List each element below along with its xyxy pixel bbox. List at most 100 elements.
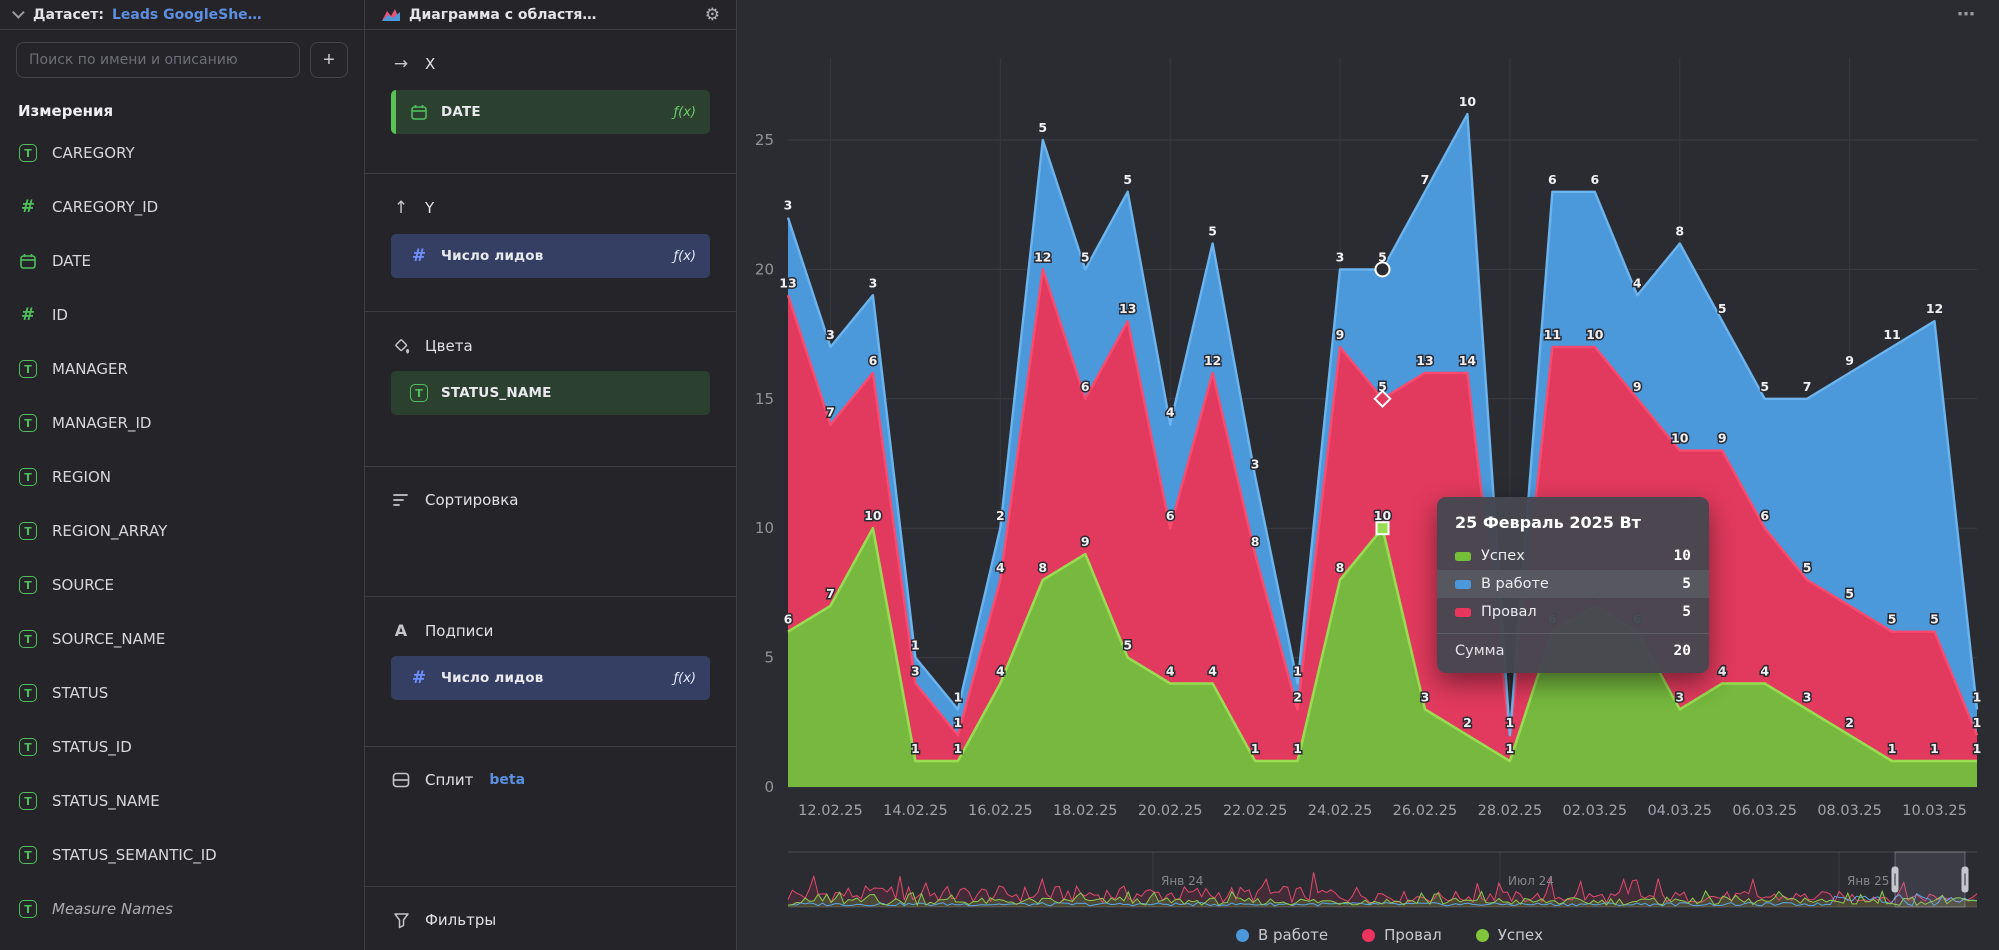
add-field-button[interactable]: +: [310, 42, 348, 78]
area-chart[interactable]: 3136377361013111124451285695135464512438…: [737, 0, 1999, 950]
svg-text:7: 7: [826, 586, 835, 601]
search-row: +: [16, 42, 348, 78]
section-label: Фильтры: [425, 911, 497, 929]
section-label: Y: [425, 199, 435, 217]
dataset-topbar: Датасет: Leads GoogleShe…: [0, 0, 364, 30]
svg-text:3: 3: [1803, 689, 1812, 704]
field-item-manager-id[interactable]: T MANAGER_ID: [0, 396, 364, 450]
field-item-caregory-id[interactable]: # CAREGORY_ID: [0, 180, 364, 234]
svg-text:2: 2: [1293, 689, 1302, 704]
svg-text:5: 5: [1803, 560, 1812, 575]
svg-text:12.02.25: 12.02.25: [798, 803, 863, 819]
field-item-id[interactable]: # ID: [0, 288, 364, 342]
svg-text:2: 2: [1463, 715, 1472, 730]
svg-text:4: 4: [1760, 663, 1769, 678]
field-label: CAREGORY: [52, 144, 135, 162]
svg-text:6: 6: [1081, 379, 1090, 394]
legend-item-3[interactable]: Успех: [1475, 926, 1543, 944]
section-header-y: ↑ Y: [391, 198, 710, 218]
formula-badge[interactable]: ƒ(x): [673, 104, 696, 120]
svg-text:3: 3: [784, 198, 793, 213]
legend-item-1[interactable]: В работе: [1235, 926, 1328, 944]
legend-item-2[interactable]: Провал: [1362, 926, 1442, 944]
field-item-source-name[interactable]: T SOURCE_NAME: [0, 612, 364, 666]
number-icon: #: [411, 246, 427, 266]
svg-text:1: 1: [1973, 715, 1982, 730]
svg-text:20: 20: [755, 260, 774, 278]
field-item-status-semantic-id[interactable]: T STATUS_SEMANTIC_ID: [0, 828, 364, 882]
hover-marker-circle: [1374, 261, 1391, 278]
section-header-split: Сплит beta: [391, 771, 710, 789]
tooltip-title: 25 Февраль 2025 Вт: [1455, 513, 1641, 532]
svg-text:10: 10: [1671, 431, 1689, 446]
field-pill-status-name[interactable]: T STATUS_NAME: [391, 371, 710, 415]
search-input[interactable]: [16, 42, 300, 78]
field-item-region[interactable]: T REGION: [0, 450, 364, 504]
config-section-colors: Цвета T STATUS_NAME: [365, 312, 736, 467]
dimensions-title: Измерения: [18, 102, 114, 120]
number-icon: #: [20, 305, 36, 325]
chart-menu-icon[interactable]: ⋯: [1957, 4, 1977, 25]
formula-badge[interactable]: ƒ(x): [673, 670, 696, 686]
text-field-icon: T: [19, 522, 37, 540]
field-item-measure-names[interactable]: T Measure Names: [0, 882, 364, 936]
formula-badge[interactable]: ƒ(x): [673, 248, 696, 264]
chart-type-title[interactable]: Диаграмма с областя…: [409, 6, 597, 23]
dataset-link[interactable]: Leads GoogleShe…: [111, 6, 262, 23]
dataset-label: Датасет:: [33, 6, 104, 23]
svg-text:7: 7: [1803, 379, 1812, 394]
field-item-manager[interactable]: T MANAGER: [0, 342, 364, 396]
chevron-down-icon[interactable]: [12, 6, 25, 19]
field-item-date[interactable]: DATE: [0, 234, 364, 288]
labels-icon: A: [394, 621, 408, 640]
field-label: REGION: [52, 468, 111, 486]
legend-dot: [1362, 928, 1376, 942]
svg-text:Янв 25: Янв 25: [1847, 874, 1889, 888]
svg-text:8: 8: [1675, 224, 1684, 239]
filter-icon: [391, 912, 411, 929]
paint-icon: [391, 336, 411, 355]
field-item-status-name[interactable]: T STATUS_NAME: [0, 774, 364, 828]
section-label: Цвета: [425, 336, 473, 355]
gear-icon[interactable]: ⚙: [704, 4, 720, 25]
svg-text:06.03.25: 06.03.25: [1732, 803, 1797, 819]
chart-config-panel: Диаграмма с областя… ⚙ → X DATE ƒ(x) ↑ Y…: [365, 0, 737, 950]
field-label: CAREGORY_ID: [52, 198, 159, 216]
text-field-icon: T: [19, 900, 37, 918]
field-pill-число-лидов[interactable]: # Число лидов ƒ(x): [391, 656, 710, 700]
field-label: ID: [52, 306, 68, 324]
svg-text:15: 15: [755, 390, 774, 408]
field-item-status-id[interactable]: T STATUS_ID: [0, 720, 364, 774]
chart-type-topbar: Диаграмма с областя… ⚙: [365, 0, 736, 30]
svg-text:1: 1: [1888, 741, 1897, 756]
svg-text:24.02.25: 24.02.25: [1308, 803, 1373, 819]
text-field-icon: T: [19, 738, 37, 756]
svg-text:13: 13: [779, 275, 796, 290]
svg-text:14.02.25: 14.02.25: [883, 803, 948, 819]
field-item-source[interactable]: T SOURCE: [0, 558, 364, 612]
section-header-filters: Фильтры: [391, 911, 710, 929]
series-swatch: [1455, 607, 1471, 617]
svg-text:1: 1: [1293, 741, 1302, 756]
svg-text:4: 4: [1166, 663, 1175, 678]
chart-panel: ⋯ 3 13 6 3 7 7 3 6 10 1 3 1 1 1 1 2 4 4 5 12 8 5 6 9 5 13 5 4 6 4 5 12 4…: [737, 0, 1999, 950]
svg-text:2: 2: [996, 508, 1005, 523]
svg-text:6: 6: [1590, 172, 1599, 187]
field-label: Measure Names: [52, 900, 173, 918]
svg-text:8: 8: [1336, 560, 1345, 575]
field-pill-date[interactable]: DATE ƒ(x): [391, 90, 710, 134]
svg-text:7: 7: [826, 405, 835, 420]
svg-text:5: 5: [1930, 612, 1939, 627]
svg-text:5: 5: [1123, 172, 1132, 187]
svg-text:4: 4: [996, 560, 1005, 575]
svg-text:9: 9: [1845, 353, 1854, 368]
field-pill-число-лидов[interactable]: # Число лидов ƒ(x): [391, 234, 710, 278]
section-label: Подписи: [425, 621, 494, 640]
field-item-caregory[interactable]: T CAREGORY: [0, 126, 364, 180]
text-field-icon: T: [19, 576, 37, 594]
section-header-sort: Сортировка: [391, 491, 710, 509]
svg-text:Янв 24: Янв 24: [1161, 874, 1203, 888]
field-item-status[interactable]: T STATUS: [0, 666, 364, 720]
sort-icon: [391, 492, 411, 508]
field-item-region-array[interactable]: T REGION_ARRAY: [0, 504, 364, 558]
